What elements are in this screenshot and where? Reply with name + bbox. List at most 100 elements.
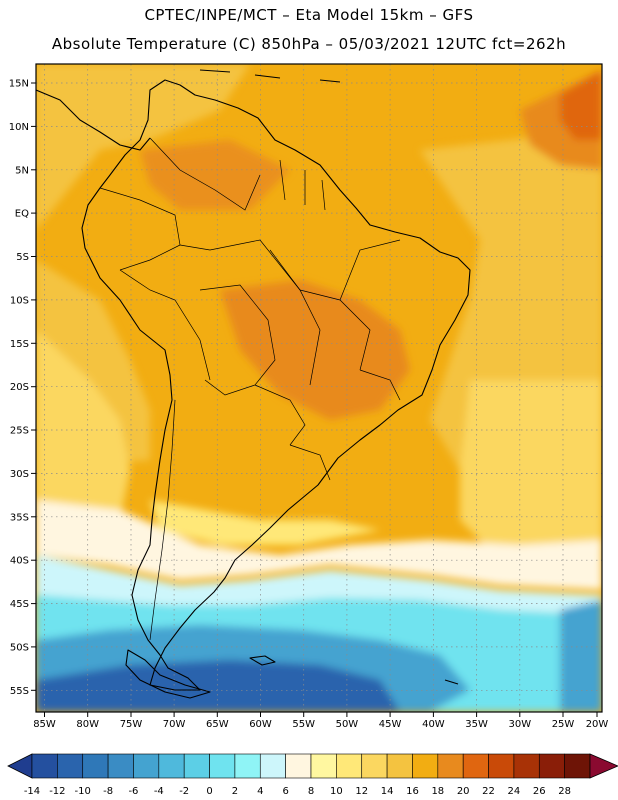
lat-label: 45S: [10, 599, 29, 610]
colorbar-swatch: [57, 753, 84, 779]
lat-label: 25S: [10, 426, 29, 437]
colorbar-swatch: [412, 753, 439, 779]
colorbar-tick-label: 4: [257, 786, 263, 797]
lat-label: 50S: [10, 642, 29, 653]
border-bolivia: [199, 284, 276, 396]
colorbar-swatch: [386, 753, 413, 779]
coastline-tierra-del-fuego: [125, 649, 211, 699]
field-mid-blue-east: [560, 600, 602, 712]
lat-label: 10S: [10, 295, 29, 306]
lon-label: 35W: [465, 719, 488, 730]
border-brazil-states: [269, 239, 401, 401]
lon-label: 75W: [120, 719, 143, 730]
field-pale-yellow-cone: [150, 500, 380, 545]
colorbar-tick-label: 6: [282, 786, 288, 797]
coastline-falklands: [249, 655, 276, 666]
colorbar-tick-label: -2: [179, 786, 189, 797]
graticule: [36, 64, 602, 712]
field-hotter-corner: [560, 70, 602, 140]
colorbar-swatch: [361, 753, 388, 779]
field-deep-blue: [36, 660, 400, 712]
temperature-field: [36, 64, 602, 712]
colorbar-swatch: [462, 753, 489, 779]
border-argentina-chile: [149, 399, 176, 641]
colorbar-swatch: [437, 753, 464, 779]
lon-label: 55W: [292, 719, 315, 730]
colorbar: -14 -12 -10 -8 -6 -4 -2 0 2 4 6 8 10 12 14 16 18 20 22 24 26…: [7, 753, 618, 797]
colorbar-tick-label: 22: [482, 786, 495, 797]
lon-label: 45W: [379, 719, 402, 730]
colorbar-swatch: [209, 753, 236, 779]
lon-label: 80W: [76, 719, 99, 730]
colorbar-swatch: [82, 753, 109, 779]
lat-label: 30S: [10, 469, 29, 480]
lon-label: 50W: [336, 719, 359, 730]
lon-axis: 85W 80W 75W 70W 65W 60W 55W 50W 45W 40W …: [33, 712, 608, 730]
coastline: [36, 69, 471, 699]
chart-title-line1: CPTEC/INPE/MCT – Eta Model 15km – GFS: [144, 6, 474, 24]
colorbar-tick-label: -10: [75, 786, 91, 797]
colorbar-swatch: [259, 753, 286, 779]
colorbar-tick-label: 26: [533, 786, 546, 797]
field-yellow-atlantic: [460, 380, 602, 560]
border-guianas: [279, 159, 326, 211]
colorbar-tick-label: 24: [508, 786, 521, 797]
colorbar-swatch: [183, 753, 210, 779]
border-colombia: [99, 187, 181, 271]
field-yellow-pacific: [36, 330, 130, 520]
lon-label: 85W: [33, 719, 56, 730]
colorbar-swatch: [107, 753, 134, 779]
colorbar-tick-label: 8: [308, 786, 314, 797]
map-frame: [35, 63, 603, 713]
lat-axis: 15N 10N 5N EQ 5S 10S 15S 20S 25S 30S 35S…: [9, 79, 36, 697]
field-pale-cyan: [36, 555, 602, 615]
lat-label: 40S: [10, 556, 29, 567]
lat-label: 55S: [10, 686, 29, 697]
coastline-south-america: [81, 79, 471, 691]
colorbar-tick-label: -8: [103, 786, 113, 797]
lon-label: 20W: [586, 719, 609, 730]
colorbar-swatch: [564, 753, 591, 779]
colorbar-swatch: [133, 753, 160, 779]
colorbar-arrow-low: [7, 753, 33, 779]
colorbar-swatch: [234, 753, 261, 779]
lat-label: EQ: [15, 209, 29, 220]
colorbar-swatch: [310, 753, 337, 779]
colorbar-swatch: [158, 753, 185, 779]
lat-label: 15S: [10, 339, 29, 350]
border-venezuela: [149, 137, 261, 211]
field-hot-brazil: [220, 280, 410, 420]
border-brazil-west: [179, 239, 321, 386]
field-light-orange-nw: [36, 64, 250, 230]
border-peru: [119, 269, 211, 381]
lat-label: 35S: [10, 512, 29, 523]
field-cream-band: [36, 500, 602, 590]
lon-label: 70W: [163, 719, 186, 730]
country-borders: [99, 137, 401, 641]
lon-label: 30W: [508, 719, 531, 730]
coastline-caribbean-islands: [199, 69, 341, 83]
colorbar-swatch: [538, 753, 565, 779]
colorbar-swatch: [488, 753, 515, 779]
colorbar-tick-label: 10: [330, 786, 343, 797]
lon-label: 60W: [249, 719, 272, 730]
lat-label: 5N: [15, 165, 29, 176]
lat-label: 10N: [9, 122, 29, 133]
lon-label: 65W: [206, 719, 229, 730]
colorbar-tick-label: -14: [24, 786, 40, 797]
lat-label: 15N: [9, 79, 29, 90]
colorbar-tick-label: 12: [355, 786, 368, 797]
colorbar-arrow-high: [589, 753, 618, 779]
colorbar-swatch: [285, 753, 312, 779]
colorbar-tick-label: -4: [154, 786, 164, 797]
colorbar-tick-label: 14: [381, 786, 394, 797]
lat-label: 20S: [10, 382, 29, 393]
colorbar-swatch: [31, 753, 58, 779]
colorbar-tick-label: -12: [49, 786, 65, 797]
border-paraguay: [254, 384, 306, 446]
lat-label: 5S: [16, 252, 29, 263]
colorbar-tick-label: 16: [406, 786, 419, 797]
colorbar-tick-label: 0: [206, 786, 212, 797]
colorbar-tick-label: 18: [431, 786, 444, 797]
